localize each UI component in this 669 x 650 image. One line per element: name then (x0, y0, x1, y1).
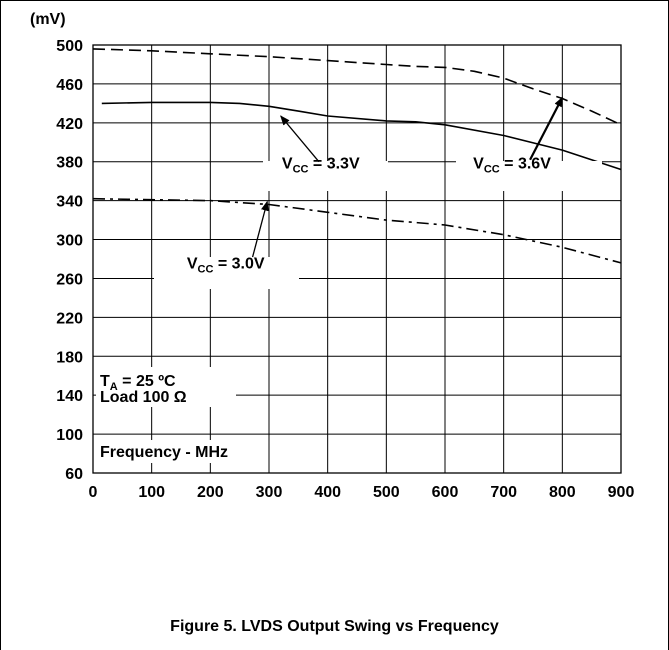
y-tick-label: 460 (56, 77, 83, 94)
x-tick-label: 300 (256, 484, 283, 501)
y-tick-label: 300 (56, 233, 83, 250)
x-tick-label: 700 (490, 484, 517, 501)
y-tick-label: 500 (56, 38, 83, 55)
figure-caption: Figure 5. LVDS Output Swing vs Frequency (170, 618, 499, 635)
y-axis-label: (mV) (30, 11, 66, 28)
y-tick-label: 340 (56, 194, 83, 211)
x-tick-label: 500 (373, 484, 400, 501)
y-tick-label: 380 (56, 155, 83, 172)
label-background (154, 257, 299, 289)
label-background (96, 367, 236, 407)
axes: 0 100 200 300 400 500 600 700 800 900 60 100 140 180 2… (56, 38, 634, 501)
series-label: VCC = 3.6V (473, 156, 551, 176)
y-tick-label: 180 (56, 349, 83, 366)
x-tick-label: 800 (549, 484, 576, 501)
y-tick-label: 260 (56, 271, 83, 288)
series-label: VCC = 3.3V (282, 156, 360, 176)
load-annotation: Load 100 Ω (100, 389, 187, 406)
x-tick-label: 900 (608, 484, 635, 501)
series-line (92, 48, 622, 126)
x-tick-label: 400 (314, 484, 341, 501)
label-background (456, 161, 602, 191)
x-tick-label: 0 (89, 484, 98, 501)
series-line (101, 101, 622, 171)
label-backgrounds (96, 161, 602, 463)
y-tick-label: 60 (65, 466, 83, 483)
y-tick-label: 140 (56, 388, 83, 405)
label-background (263, 161, 388, 191)
y-tick-label: 220 (56, 310, 83, 327)
annotation-arrow (280, 115, 320, 163)
annotations: (mV) Frequency - MHz Load 100 Ω VCC = 3.3V V… (30, 11, 564, 461)
y-tick-label: 420 (56, 116, 83, 133)
y-tick-label: 100 (56, 427, 83, 444)
x-axis-label: Frequency - MHz (100, 444, 228, 461)
series-line (92, 197, 622, 264)
x-tick-label: 600 (432, 484, 459, 501)
label-background (96, 440, 266, 463)
annotation-arrow (529, 96, 564, 161)
x-tick-label: 200 (197, 484, 224, 501)
x-tick-label: 100 (138, 484, 165, 501)
series-label: VCC = 3.0V (187, 256, 265, 276)
plot-border (92, 44, 622, 474)
series-label: TA = 25 ºC (100, 373, 176, 393)
annotation-arrow (251, 200, 269, 258)
